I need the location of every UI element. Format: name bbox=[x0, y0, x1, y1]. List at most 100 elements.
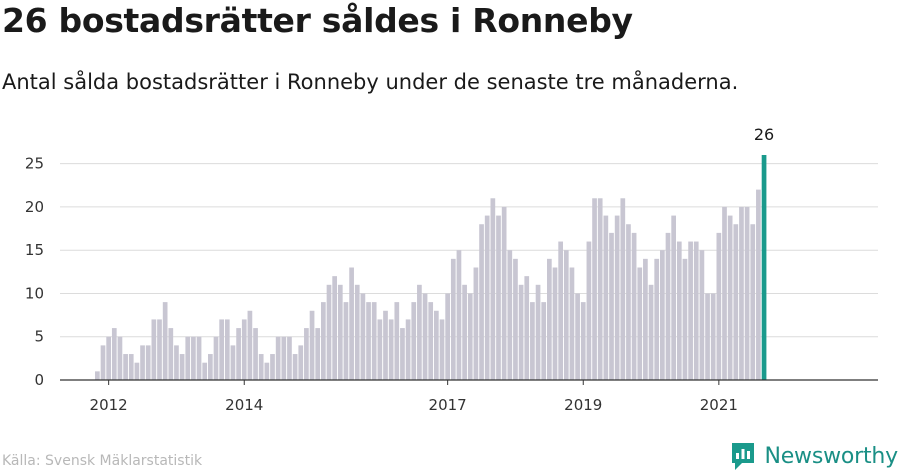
bar bbox=[253, 328, 258, 380]
bar bbox=[648, 284, 654, 380]
bar bbox=[484, 215, 490, 380]
bar bbox=[162, 302, 168, 380]
x-tick-label: 2019 bbox=[564, 396, 602, 414]
bar bbox=[530, 302, 535, 380]
bar bbox=[394, 302, 400, 380]
bar bbox=[688, 241, 693, 380]
bar bbox=[343, 302, 349, 380]
y-tick-label: 0 bbox=[34, 371, 44, 389]
bar bbox=[609, 232, 614, 380]
bar bbox=[462, 284, 467, 380]
bar bbox=[563, 250, 569, 380]
bar bbox=[270, 354, 275, 380]
bar bbox=[236, 328, 241, 380]
bar bbox=[326, 284, 332, 380]
bar bbox=[360, 293, 366, 380]
bar bbox=[693, 241, 699, 380]
bar bbox=[739, 206, 744, 380]
bar bbox=[157, 319, 162, 380]
bar bbox=[501, 206, 507, 380]
x-tick-label: 2014 bbox=[225, 396, 263, 414]
bar bbox=[208, 354, 213, 380]
bar bbox=[445, 293, 450, 380]
bar bbox=[179, 354, 185, 380]
bar bbox=[710, 293, 716, 380]
bar bbox=[637, 267, 643, 380]
bar bbox=[631, 232, 637, 380]
bar bbox=[168, 328, 174, 380]
page-title: 26 bostadsrätter såldes i Ronneby bbox=[2, 1, 633, 40]
bar bbox=[671, 215, 676, 380]
bar bbox=[586, 241, 592, 380]
bar bbox=[541, 302, 547, 380]
bar bbox=[450, 258, 456, 380]
bar bbox=[507, 250, 513, 380]
bar bbox=[434, 310, 439, 380]
bar bbox=[660, 250, 665, 380]
bar bbox=[230, 345, 236, 380]
bar bbox=[756, 189, 761, 380]
bar bbox=[292, 354, 298, 380]
bar bbox=[145, 345, 151, 380]
bar bbox=[151, 319, 157, 380]
bar bbox=[191, 336, 196, 380]
bar bbox=[100, 345, 106, 380]
bar bbox=[128, 354, 134, 380]
bar bbox=[224, 319, 230, 380]
bar bbox=[106, 336, 111, 380]
bar bbox=[705, 293, 710, 380]
bar bbox=[733, 224, 739, 380]
source-note: Källa: Svensk Mäklarstatistik bbox=[2, 453, 203, 469]
bar bbox=[241, 319, 247, 380]
bar bbox=[597, 198, 603, 380]
bar bbox=[716, 232, 722, 380]
bar bbox=[247, 310, 253, 380]
bar bbox=[592, 198, 597, 380]
bar bbox=[614, 215, 620, 380]
bar bbox=[490, 198, 496, 380]
bar bbox=[140, 345, 145, 380]
bar bbox=[603, 215, 609, 380]
bar bbox=[626, 224, 631, 380]
bar bbox=[95, 371, 100, 380]
chart-subtitle: Antal sålda bostadsrätter i Ronneby unde… bbox=[2, 70, 739, 94]
x-tick-label: 2012 bbox=[90, 396, 128, 414]
y-tick-label: 10 bbox=[25, 284, 44, 302]
bar bbox=[535, 284, 541, 380]
bar bbox=[552, 267, 558, 380]
bar bbox=[467, 293, 473, 380]
bar bbox=[309, 310, 315, 380]
bar bbox=[287, 336, 292, 380]
bar bbox=[439, 319, 445, 380]
bar bbox=[196, 336, 202, 380]
bar bbox=[321, 302, 326, 380]
bar bbox=[417, 284, 422, 380]
bar bbox=[117, 336, 123, 380]
bar bbox=[185, 336, 191, 380]
bar bbox=[281, 336, 287, 380]
y-tick-label: 20 bbox=[25, 198, 44, 216]
bar bbox=[524, 276, 530, 380]
bar bbox=[699, 250, 705, 380]
bar bbox=[676, 241, 682, 380]
brand-name: Newsworthy bbox=[764, 443, 898, 469]
y-tick-label: 5 bbox=[34, 328, 44, 346]
bar bbox=[354, 284, 360, 380]
bar bbox=[213, 336, 219, 380]
newsworthy-logo-icon bbox=[732, 443, 755, 470]
y-tick-label: 15 bbox=[25, 241, 44, 259]
bar bbox=[575, 293, 580, 380]
bar bbox=[388, 319, 394, 380]
bar bbox=[304, 328, 309, 380]
bar bbox=[315, 328, 321, 380]
bar bbox=[219, 319, 224, 380]
bar bbox=[258, 354, 264, 380]
bar bbox=[727, 215, 733, 380]
y-axis-labels: 0 5 10 15 20 25 bbox=[25, 155, 44, 389]
bar bbox=[337, 284, 343, 380]
bar bbox=[479, 224, 484, 380]
bar bbox=[456, 250, 462, 380]
brand-logo[interactable]: Newsworthy bbox=[730, 440, 898, 472]
bar bbox=[298, 345, 304, 380]
bar bbox=[383, 310, 388, 380]
